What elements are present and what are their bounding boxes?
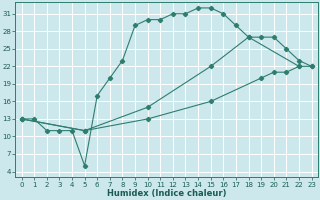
X-axis label: Humidex (Indice chaleur): Humidex (Indice chaleur)	[107, 189, 226, 198]
